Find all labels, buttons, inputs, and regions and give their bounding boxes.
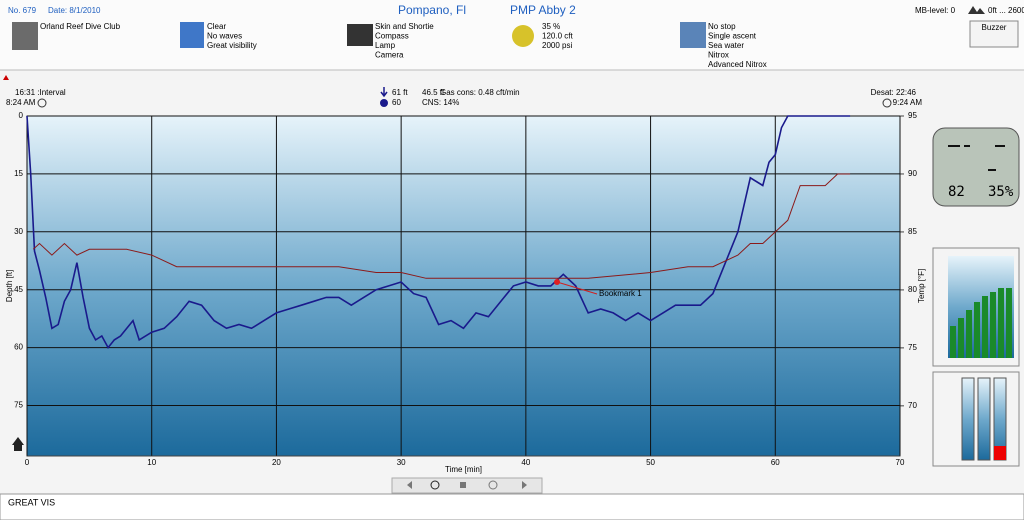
end-time: 9:24 AM xyxy=(893,98,923,107)
x-axis-label: Time [min] xyxy=(445,465,482,474)
info-line: 120.0 cft xyxy=(542,32,573,41)
header-panel xyxy=(0,0,1024,70)
x-tick-label: 60 xyxy=(771,458,780,467)
info-line: No waves xyxy=(207,32,242,41)
end-clock-icon xyxy=(882,98,892,108)
x-tick-label: 50 xyxy=(646,458,655,467)
display-temp: 82 xyxy=(948,184,965,200)
y2-axis-label: Temp [°F] xyxy=(917,269,926,303)
computer-display xyxy=(932,127,1020,207)
y2-tick-label: 85 xyxy=(908,227,917,236)
buzzer-label: Buzzer xyxy=(982,23,1007,32)
zoom-in-button[interactable] xyxy=(430,480,440,490)
info-line: Great visibility xyxy=(207,41,257,50)
y-tick-label: 45 xyxy=(14,285,23,294)
series-line xyxy=(32,173,851,279)
y-axis-label: Depth [ft] xyxy=(5,270,14,302)
x-tick-label: 70 xyxy=(896,458,905,467)
avg-depth: 46.5 ft xyxy=(422,88,445,97)
dive-number: No. 679 xyxy=(8,6,37,15)
bookmark-label: Bookmark 1 xyxy=(599,289,642,298)
x-tick-label: 20 xyxy=(272,458,281,467)
info-line: Skin and Shortie xyxy=(375,22,434,31)
notes: GREAT VIS xyxy=(8,497,55,507)
start-time: 8:24 AM xyxy=(6,98,36,107)
club-icon xyxy=(12,22,38,50)
tissue-bars xyxy=(950,288,1012,358)
gauge-1 xyxy=(961,377,975,461)
max-depth: 61 ft xyxy=(392,88,408,97)
next-button[interactable] xyxy=(522,481,527,489)
info-line: Camera xyxy=(375,51,404,60)
y2-tick-label: 95 xyxy=(908,111,917,120)
bookmark-marker xyxy=(554,278,561,285)
buzzer-box[interactable] xyxy=(969,20,1019,48)
gauge-2 xyxy=(977,377,991,461)
mb-level: MB-level: 0 xyxy=(915,6,956,15)
y2-tick-label: 80 xyxy=(908,285,917,294)
tank-icon xyxy=(512,25,534,47)
x-tick-label: 10 xyxy=(147,458,156,467)
notes-box[interactable] xyxy=(0,493,1024,520)
info-line: Clear xyxy=(207,22,226,31)
series-line xyxy=(26,115,851,350)
prev-button[interactable] xyxy=(407,481,412,489)
info-line: Single ascent xyxy=(708,32,757,41)
y-tick-label: 15 xyxy=(14,169,23,178)
bookmark-leader xyxy=(556,281,598,295)
dive-boat: PMP Abby 2 xyxy=(510,3,576,17)
info-line: Lamp xyxy=(375,41,396,50)
desat: Desat: 22:46 xyxy=(871,88,917,97)
y-tick-label: 75 xyxy=(14,401,23,410)
y-tick-label: 0 xyxy=(19,111,24,120)
info-line: 35 % xyxy=(542,22,560,31)
gas-consumption: Gas cons: 0.48 cft/min xyxy=(440,88,520,97)
plot-area xyxy=(26,115,901,457)
zoom-out-button[interactable] xyxy=(488,480,498,490)
weather-icon xyxy=(180,22,204,48)
tissue-chart xyxy=(948,256,1014,358)
dive-site: Pompano, Fl xyxy=(398,3,466,17)
cns: CNS: 14% xyxy=(422,98,459,107)
y-tick-label: 60 xyxy=(14,343,23,352)
stop-button[interactable] xyxy=(460,482,466,488)
dive-type-icon xyxy=(680,22,706,48)
x-tick-label: 30 xyxy=(397,458,406,467)
info-line: No stop xyxy=(708,22,736,31)
dive-date: Date: 8/1/2010 xyxy=(48,6,101,15)
info-line: Compass xyxy=(375,32,409,41)
y2-tick-label: 90 xyxy=(908,169,917,178)
info-line: Sea water xyxy=(708,41,744,50)
interval: 16:31 :Interval xyxy=(15,88,66,97)
x-tick-label: 40 xyxy=(521,458,530,467)
duration-icon xyxy=(380,99,388,107)
y2-tick-label: 75 xyxy=(908,343,917,352)
x-tick-label: 0 xyxy=(25,458,30,467)
y-tick-label: 30 xyxy=(14,227,23,236)
duration: 60 xyxy=(392,98,401,107)
clock-icon xyxy=(37,98,47,108)
display-dashes xyxy=(948,145,1005,171)
info-line: 2000 psi xyxy=(542,41,572,50)
display-o2: 35% xyxy=(988,184,1014,200)
altitude-range: 0ft ... 2600ft xyxy=(988,6,1024,15)
info-line: Orland Reef Dive Club xyxy=(40,22,121,31)
altitude-icon xyxy=(968,6,985,14)
y2-tick-label: 70 xyxy=(908,401,917,410)
toolbar xyxy=(391,477,543,494)
collapse-arrow[interactable] xyxy=(3,75,9,80)
equipment-icon xyxy=(347,24,373,46)
surface-icon xyxy=(12,437,24,451)
info-line: Nitrox xyxy=(708,51,729,60)
info-line: Advanced Nitrox xyxy=(708,60,767,69)
max-depth-icon xyxy=(380,87,388,98)
gauge-3-level xyxy=(994,446,1006,460)
